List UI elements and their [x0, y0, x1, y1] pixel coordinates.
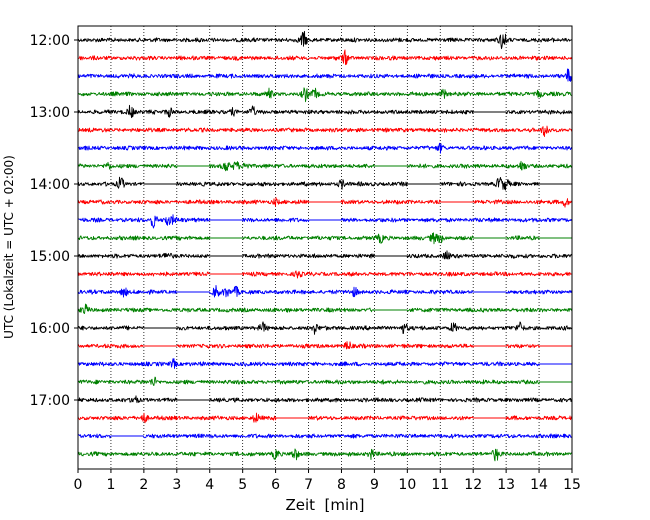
y-axis-title: UTC (Lokalzeit = UTC + 02:00)	[2, 155, 16, 339]
y-tick-label: 16:00	[30, 321, 70, 337]
x-tick-label: 6	[271, 477, 280, 493]
x-tick-label: 1	[106, 477, 115, 493]
trace-1630	[77, 358, 572, 369]
x-tick-label: 10	[398, 477, 416, 493]
trace-1600	[77, 321, 573, 335]
x-tick-label: 2	[139, 477, 148, 493]
trace-1700	[77, 395, 573, 404]
trace-1530	[77, 284, 573, 298]
seismic-traces	[77, 30, 573, 462]
x-tick-label: 4	[205, 477, 214, 493]
trace-1415	[77, 197, 573, 208]
x-tick-label: 5	[238, 477, 247, 493]
trace-1715	[77, 412, 573, 424]
trace-1515	[77, 270, 573, 279]
trace-1745	[77, 448, 573, 462]
y-tick-label: 15:00	[30, 249, 70, 265]
y-tick-label: 12:00	[30, 33, 70, 49]
trace-1300	[77, 104, 573, 119]
trace-1645	[77, 376, 572, 386]
x-tick-label: 0	[74, 477, 83, 493]
y-tick-label: 13:00	[30, 105, 70, 121]
trace-1400	[77, 176, 572, 191]
trace-1730	[77, 433, 573, 439]
trace-1500	[77, 250, 573, 260]
y-tick-label: 14:00	[30, 177, 70, 193]
plot-frame	[77, 25, 573, 470]
x-tick-label: 3	[172, 477, 181, 493]
y-tick-label: 17:00	[30, 393, 70, 409]
trace-1545	[77, 303, 573, 314]
x-tick-label: 14	[530, 477, 548, 493]
trace-1345	[77, 160, 573, 172]
y-axis-ticks: 12:00 13:00 14:00 15:00 16:00 17:00	[30, 33, 78, 409]
trace-1215	[77, 49, 573, 66]
x-tick-label: 8	[337, 477, 346, 493]
trace-1245	[77, 87, 573, 103]
x-tick-label: 11	[431, 477, 449, 493]
trace-1330	[77, 142, 573, 154]
x-tick-label: 7	[304, 477, 313, 493]
trace-1615	[77, 341, 572, 350]
x-tick-label: 13	[497, 477, 515, 493]
trace-1445	[77, 232, 572, 245]
trace-1230	[77, 68, 573, 82]
x-tick-label: 15	[563, 477, 581, 493]
trace-1315	[77, 125, 573, 138]
x-tick-label: 12	[464, 477, 482, 493]
x-axis-ticks: 0 1 2 3 4 5 6 7 8 9 10 11 12 13 14 15	[74, 469, 581, 493]
trace-1200	[77, 30, 573, 50]
x-axis-title: Zeit [min]	[285, 496, 364, 514]
trace-1430	[77, 214, 573, 229]
x-tick-label: 9	[370, 477, 379, 493]
